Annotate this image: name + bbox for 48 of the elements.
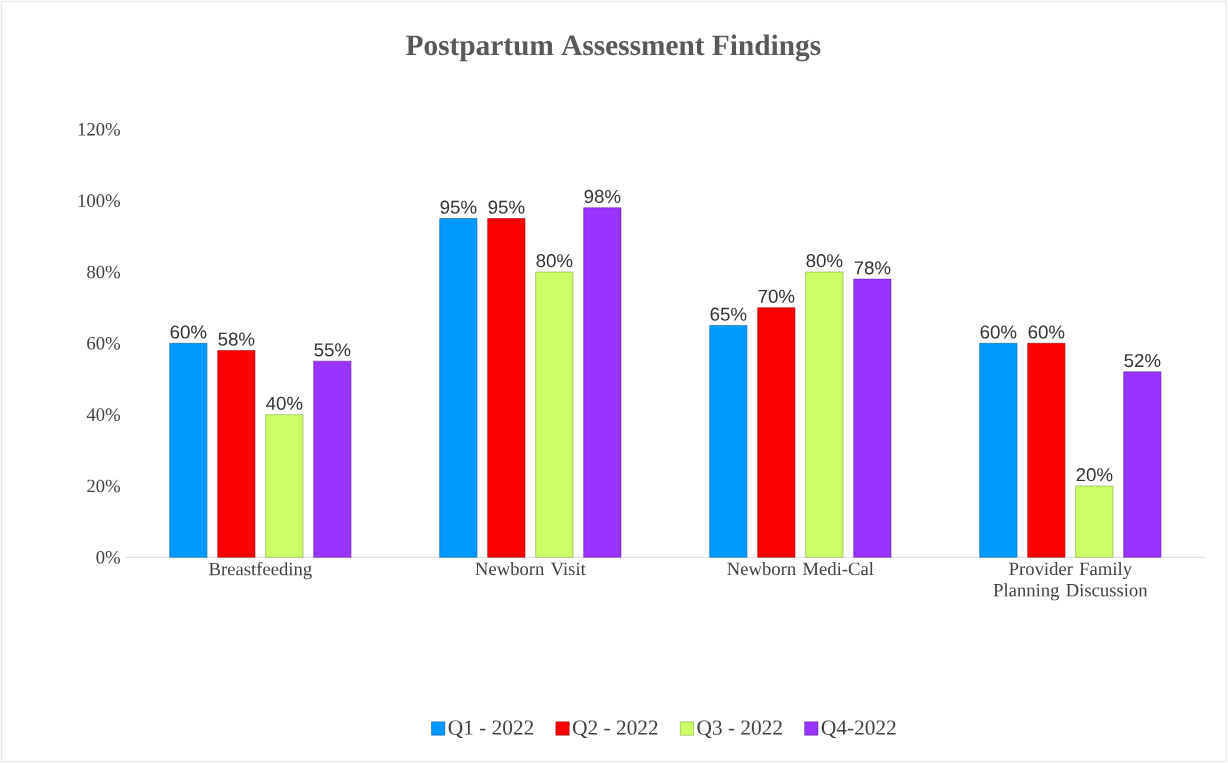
bar: [583, 207, 622, 558]
legend-label: Q1 - 2022: [448, 720, 534, 739]
legend-label: Q3 - 2022: [697, 720, 782, 739]
bar: [805, 271, 844, 558]
bar: [487, 218, 526, 558]
data-label: 60%: [980, 325, 1017, 339]
x-tick-label: Breastfeeding: [209, 562, 312, 580]
data-label: 80%: [536, 254, 573, 268]
bar: [439, 218, 478, 558]
data-label: 52%: [1124, 354, 1161, 368]
data-label: 58%: [218, 332, 255, 346]
data-label: 65%: [710, 307, 747, 321]
y-tick-label: 0%: [96, 551, 120, 564]
bar: [709, 325, 748, 558]
y-tick-label: 120%: [78, 123, 120, 136]
data-label: 40%: [266, 396, 303, 411]
chart-title: Postpartum Assessment Findings: [406, 34, 821, 62]
data-label: 95%: [488, 200, 525, 214]
legend-label: Q4-2022: [821, 720, 896, 739]
y-tick-label: 60%: [87, 337, 120, 350]
bar: [265, 414, 304, 558]
bar: [217, 350, 256, 558]
bar: [313, 361, 352, 558]
data-label: 98%: [584, 190, 621, 204]
data-label: 95%: [440, 200, 477, 214]
data-label: 60%: [1028, 325, 1065, 339]
bar: [1027, 343, 1066, 558]
y-tick-label: 20%: [87, 479, 120, 493]
data-label: 70%: [758, 289, 795, 304]
x-tick-label: Provider Family Planning Discussion: [993, 562, 1148, 601]
bar: [853, 279, 892, 558]
data-label: 60%: [170, 325, 207, 339]
y-tick-label: 40%: [86, 408, 120, 422]
y-tick-label: 80%: [87, 265, 120, 279]
x-tick-label: Newborn Visit: [475, 562, 586, 576]
y-tick-label: 100%: [78, 194, 120, 208]
x-tick-label: Newborn Medi-Cal: [727, 562, 874, 576]
data-label: 78%: [854, 261, 891, 275]
data-label: 55%: [314, 343, 351, 357]
data-label: 20%: [1076, 468, 1113, 482]
bar: [169, 343, 208, 558]
data-label: 80%: [806, 254, 843, 268]
bar: [535, 271, 574, 558]
bar: [979, 343, 1018, 558]
bar: [757, 307, 796, 558]
bar: [1075, 485, 1114, 558]
legend-label: Q2 - 2022: [573, 720, 658, 739]
bar: [1123, 371, 1162, 558]
